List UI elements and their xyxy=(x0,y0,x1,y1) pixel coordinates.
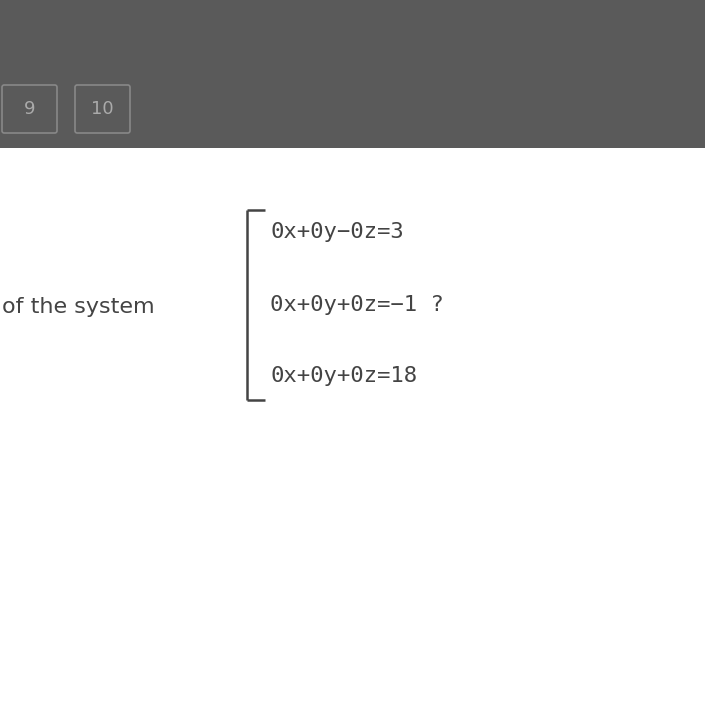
Text: 0x+0y+0z=18: 0x+0y+0z=18 xyxy=(270,366,417,386)
Text: 10: 10 xyxy=(91,100,114,118)
Bar xyxy=(0,0,705,148)
Text: 9: 9 xyxy=(24,100,35,118)
FancyBboxPatch shape xyxy=(75,85,130,133)
Text: 0x+0y−0z=3: 0x+0y−0z=3 xyxy=(270,222,404,242)
FancyBboxPatch shape xyxy=(2,85,57,133)
Text: of the system: of the system xyxy=(2,297,154,317)
Text: 0x+0y+0z=−1 ?: 0x+0y+0z=−1 ? xyxy=(270,295,444,315)
